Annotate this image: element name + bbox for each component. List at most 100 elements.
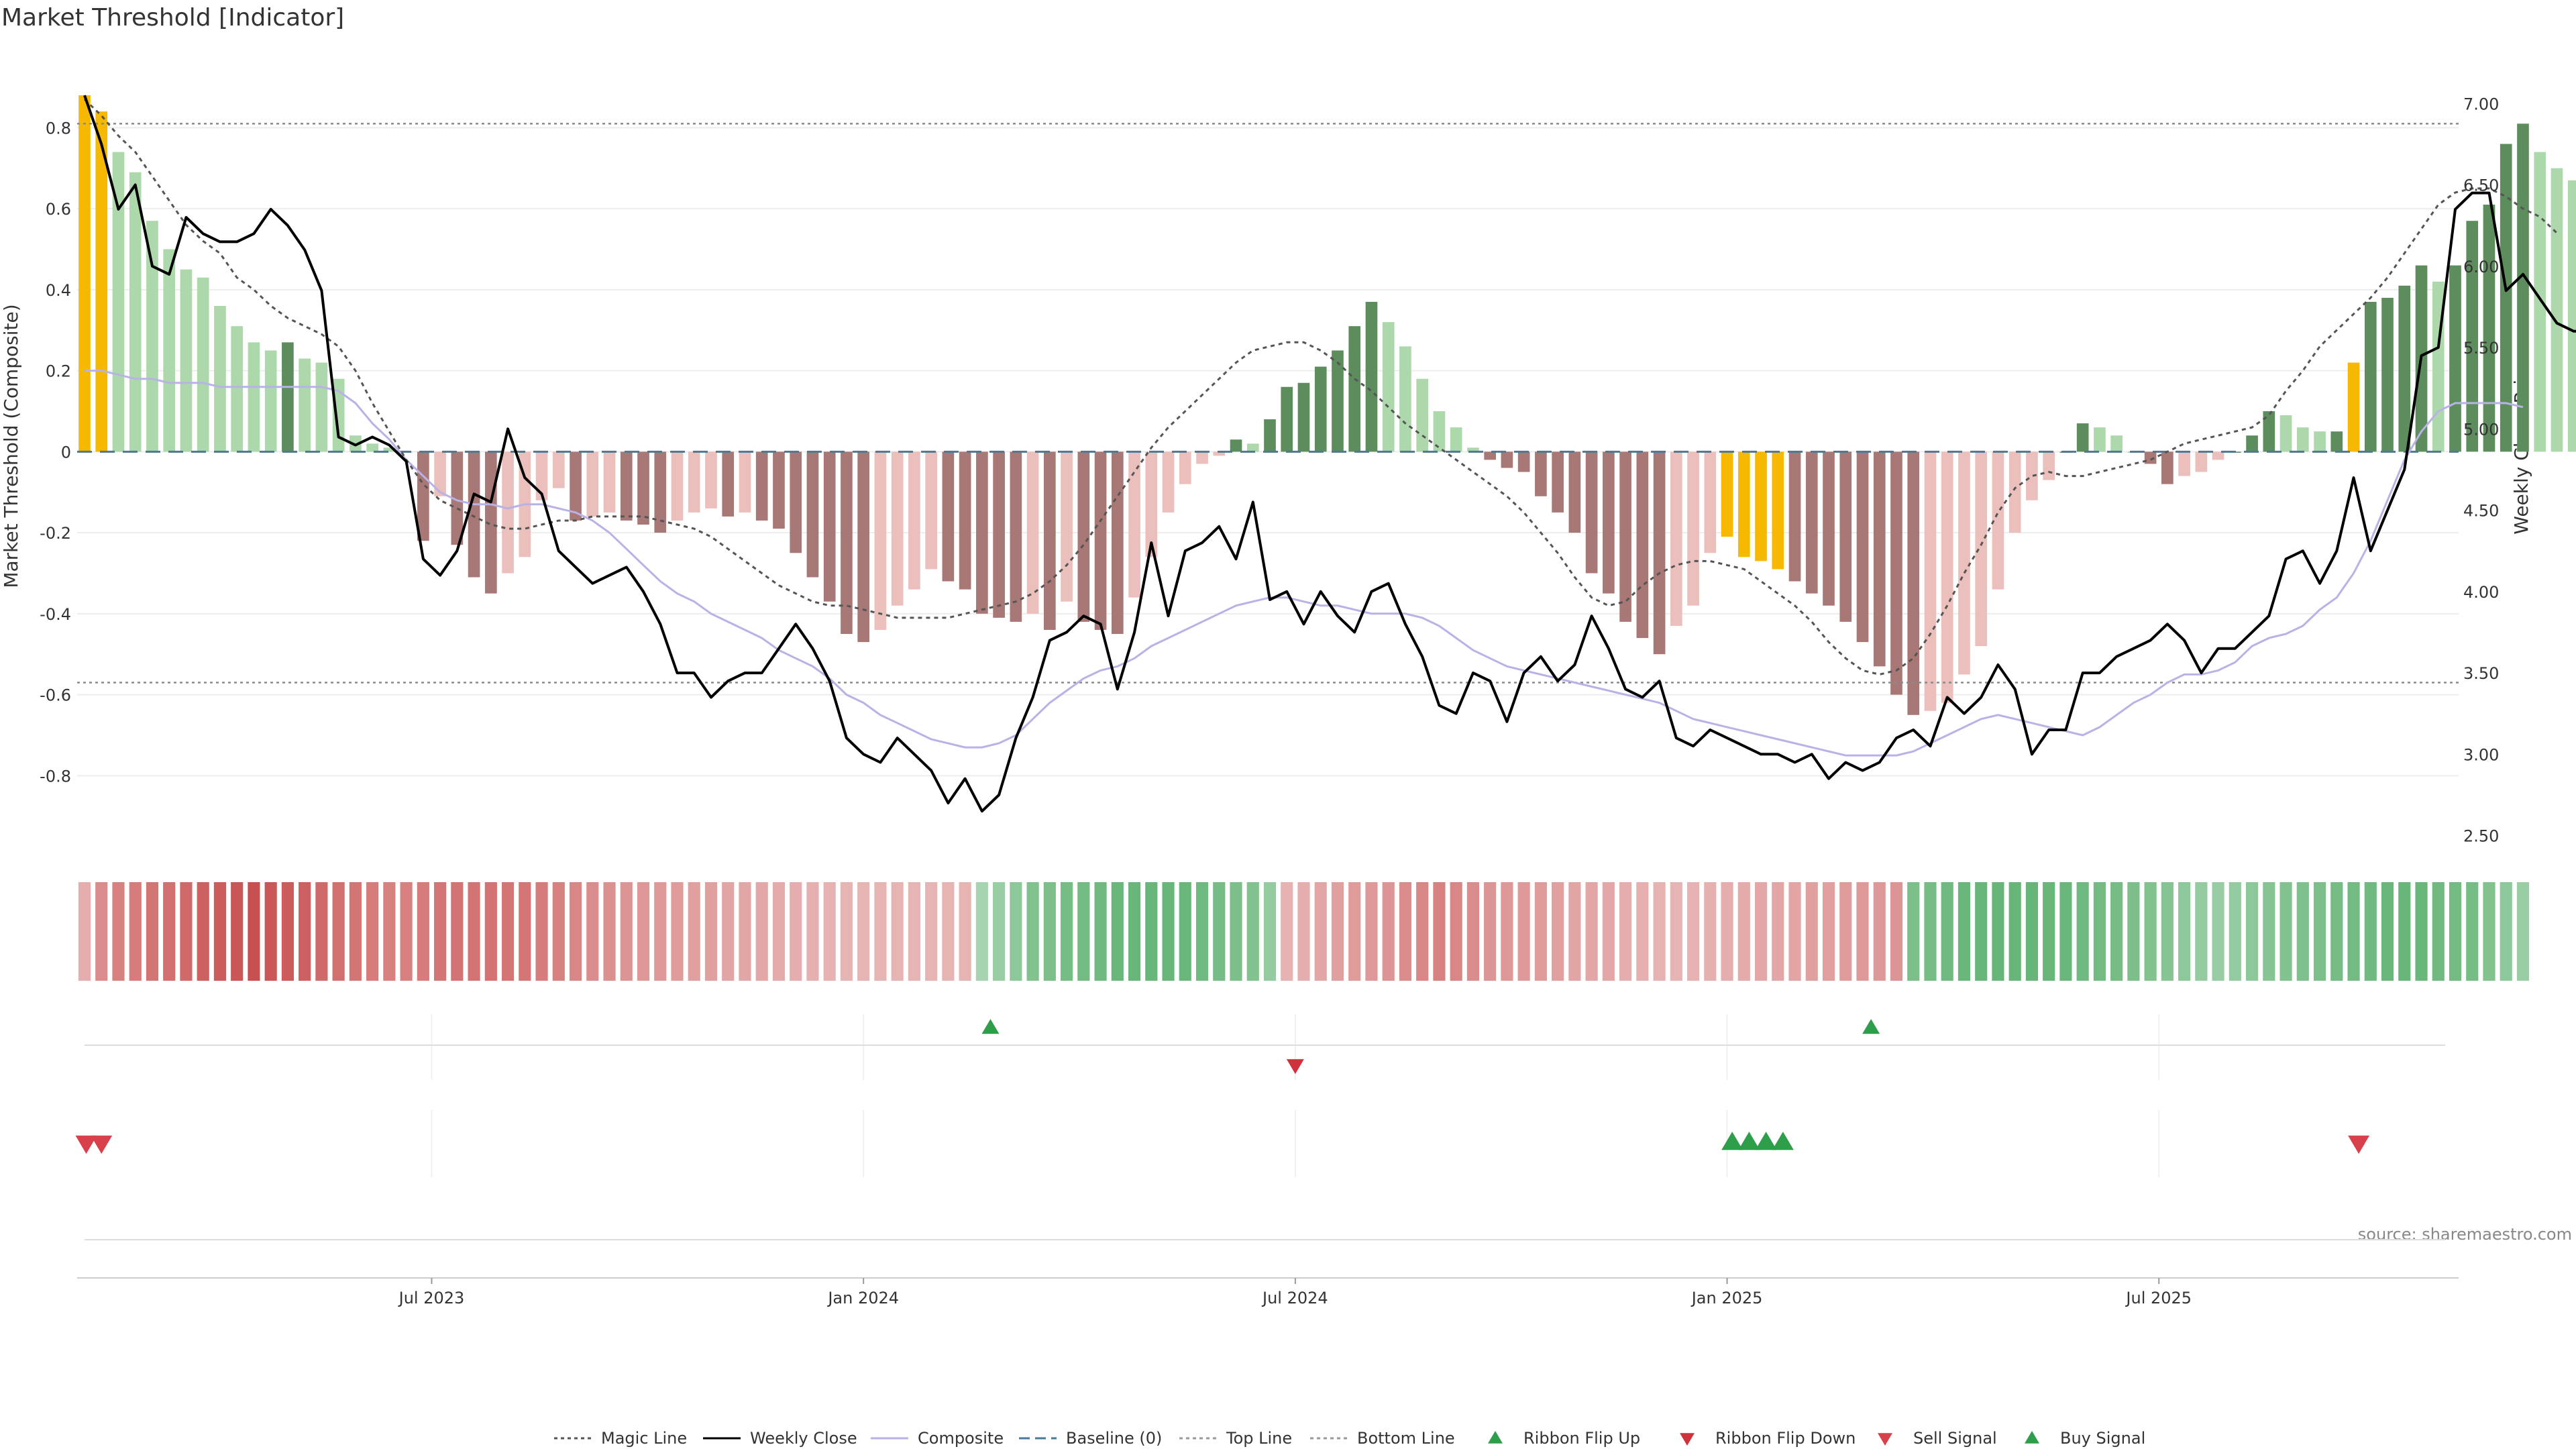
y-right-tick-label: 4.00 [2463, 583, 2499, 602]
source-note: source: sharemaestro.com [2358, 1225, 2572, 1244]
ribbon-cell [1941, 882, 1953, 981]
ribbon-cell [993, 882, 1006, 981]
y-right-tick-label: 6.50 [2463, 176, 2499, 195]
composite-bar [2076, 423, 2089, 452]
composite-bar [1873, 451, 1886, 667]
composite-bar [1755, 451, 1767, 561]
y-right-tick-label: 2.50 [2463, 827, 2499, 846]
composite-bar [1653, 451, 1666, 655]
composite-bar [1026, 451, 1039, 614]
ribbon-cell [1433, 882, 1446, 981]
ribbon-cell [519, 882, 531, 981]
composite-bar [1332, 350, 1344, 452]
y-left-tick-label: -0.2 [40, 524, 71, 543]
ribbon-cell [1686, 882, 1700, 981]
ribbon-cell [688, 882, 700, 981]
legend-swatch [1680, 1433, 1695, 1446]
composite-bar [874, 451, 887, 630]
composite-bar [1535, 451, 1547, 496]
ribbon-cell [1484, 882, 1497, 981]
ribbon-cell [2110, 882, 2123, 981]
composite-bar [1382, 322, 1395, 452]
ribbon-cell [231, 882, 244, 981]
ribbon-cell [400, 882, 413, 981]
ribbon-cell [840, 882, 853, 981]
composite-bar [2567, 180, 2576, 452]
ribbon-cell [2263, 882, 2275, 981]
composite-bar [654, 451, 667, 533]
ribbon-cell [569, 882, 582, 981]
composite-bar [1805, 451, 1818, 594]
composite-bar [383, 447, 396, 452]
ribbon-cell [1839, 882, 1852, 981]
ribbon-cell [1246, 882, 1259, 981]
ribbon-cell [1822, 882, 1835, 981]
composite-bar [1145, 451, 1158, 557]
composite-bar [857, 451, 870, 643]
ribbon-cell [1754, 882, 1768, 981]
ribbon-cell [671, 882, 684, 981]
ribbon-cell [451, 882, 464, 981]
y-left-tick-label: -0.4 [40, 605, 71, 624]
ribbon-cell [2432, 882, 2445, 981]
y-right-tick-label: 7.00 [2463, 95, 2499, 113]
ribbon-cell [1213, 882, 1226, 981]
composite-bar [2483, 205, 2496, 452]
composite-bar [1907, 451, 1920, 715]
composite-bar [2043, 451, 2055, 480]
ribbon-cell [2043, 882, 2055, 981]
ribbon-cell [2195, 882, 2208, 981]
composite-bar [1619, 451, 1631, 622]
ribbon-cell [552, 882, 565, 981]
sell-signal-marker [75, 1135, 97, 1154]
ribbon-cell [1704, 882, 1717, 981]
y-left-tick-label: -0.6 [40, 686, 71, 705]
composite-bar [841, 451, 853, 635]
composite-bar [1552, 451, 1564, 513]
x-tick-label: Jul 2024 [1261, 1289, 1328, 1307]
x-tick-label: Jul 2023 [398, 1289, 465, 1307]
legend-label: Ribbon Flip Down [1715, 1429, 1856, 1448]
composite-bar [299, 358, 311, 452]
composite-bar [146, 221, 158, 452]
ribbon-cell [2093, 882, 2106, 981]
composite-bar [1992, 451, 2004, 590]
composite-bar [366, 443, 378, 452]
ribbon-cell [1670, 882, 1682, 981]
ribbon-cell [1094, 882, 1107, 981]
grid [77, 127, 2459, 1177]
ribbon-cell [2330, 882, 2343, 981]
ribbon-flip-up-marker [981, 1019, 1000, 1034]
composite-bar [2296, 427, 2309, 452]
ribbon-cell [942, 882, 955, 981]
ribbon-cell [603, 882, 616, 981]
ribbon-cell [2381, 882, 2394, 981]
composite-bar [1737, 451, 1750, 557]
composite-bar [1196, 451, 1208, 464]
composite-bar [1517, 451, 1530, 472]
composite-bar [248, 342, 260, 452]
composite-bar [637, 451, 649, 525]
ribbon-cell [2466, 882, 2479, 981]
composite-bar [1467, 447, 1479, 452]
y-right-tick-label: 3.00 [2463, 745, 2499, 764]
composite-bar [2517, 123, 2529, 452]
legend-label: Top Line [1226, 1429, 1292, 1448]
composite-bar [2330, 431, 2343, 452]
composite-bar [1839, 451, 1852, 622]
ribbon-cell [1619, 882, 1632, 981]
legend-label: Bottom Line [1357, 1429, 1455, 1448]
y-axis-left-label: Market Threshold (Composite) [0, 304, 22, 588]
ribbon-cell [1179, 882, 1191, 981]
legend-label: Magic Line [601, 1429, 687, 1448]
composite-bar [1890, 451, 1902, 695]
ribbon-cell [1263, 882, 1277, 981]
ribbon-cell [722, 882, 735, 981]
composite-bar [2364, 301, 2377, 452]
ribbon-cell [2161, 882, 2174, 981]
ribbon-cell [484, 882, 497, 981]
legend-swatch [2025, 1431, 2039, 1444]
composite-bar [1856, 451, 1869, 643]
ribbon-cell [434, 882, 447, 981]
ribbon-cell [2296, 882, 2309, 981]
